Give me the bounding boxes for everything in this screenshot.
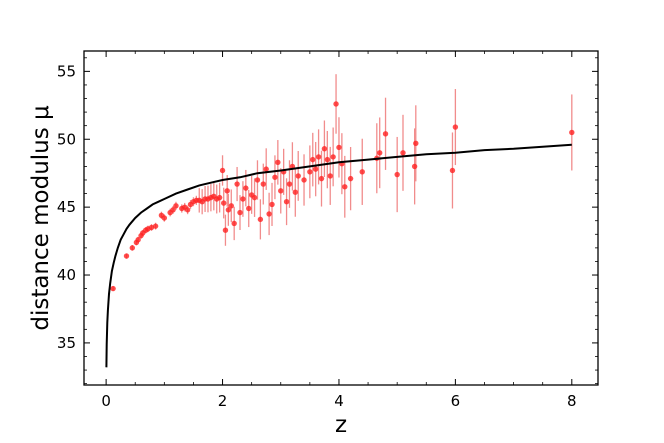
data-point [292, 189, 299, 195]
data-point [336, 144, 342, 151]
data-point [283, 199, 290, 205]
data-point [359, 169, 365, 175]
data-point [449, 167, 456, 174]
data-point [184, 207, 191, 213]
data-point [224, 188, 230, 194]
data-point [394, 171, 400, 178]
y-axis-label: distance modulus μ [28, 105, 54, 331]
data-point [152, 223, 159, 229]
x-tick-label: 8 [567, 392, 577, 410]
x-tick-label: 6 [451, 392, 461, 410]
data-point [413, 140, 419, 147]
data-point [246, 205, 252, 212]
data-point [266, 211, 272, 217]
data-point [260, 181, 266, 187]
model-curve [105, 143, 572, 368]
data-point [295, 173, 301, 179]
data-point [257, 216, 264, 223]
data-point [321, 146, 328, 152]
data-point [327, 173, 333, 179]
data-point [400, 150, 406, 156]
data-points [110, 101, 575, 292]
data-point [123, 253, 130, 259]
data-point [278, 188, 284, 194]
data-point [161, 215, 168, 221]
major-ticks [84, 51, 598, 385]
data-point [240, 196, 246, 202]
data-point [377, 150, 383, 156]
plot-area [83, 50, 599, 386]
y-tick-label: 35 [57, 334, 76, 352]
data-point [173, 203, 179, 209]
data-point [347, 175, 354, 182]
data-point [243, 185, 249, 191]
y-tick-label: 45 [57, 198, 76, 216]
data-point [148, 224, 155, 231]
data-point [129, 245, 136, 251]
data-point [221, 200, 227, 206]
data-point [216, 194, 223, 201]
minor-ticks [84, 51, 598, 385]
data-point [315, 154, 322, 160]
data-point [275, 159, 281, 166]
data-point [225, 207, 232, 213]
y-tick-labels: 35 40 45 50 55 [57, 62, 76, 352]
x-tick-label: 2 [218, 392, 228, 410]
data-point [307, 169, 313, 175]
x-tick-labels: 0 2 4 6 8 [101, 392, 576, 410]
data-point [411, 163, 418, 170]
y-tick-label: 50 [57, 130, 76, 148]
data-point [170, 207, 176, 213]
data-point [324, 156, 331, 163]
data-point [286, 181, 293, 187]
x-tick-label: 4 [334, 392, 344, 410]
data-point [234, 181, 240, 187]
data-point [312, 166, 319, 172]
data-point [231, 220, 237, 227]
data-point [254, 177, 261, 183]
data-point [228, 203, 234, 209]
data-point [135, 237, 141, 243]
data-point [569, 129, 575, 136]
x-axis-label: z [335, 412, 347, 438]
data-point [219, 167, 226, 174]
data-point [318, 175, 325, 182]
data-point [110, 285, 116, 292]
x-tick-label: 0 [101, 392, 111, 410]
data-point [301, 177, 307, 183]
data-point [452, 124, 459, 130]
data-point [382, 131, 389, 137]
data-point [272, 174, 278, 180]
y-tick-label: 40 [57, 266, 76, 284]
data-point [310, 156, 316, 163]
data-point [333, 101, 339, 107]
data-point [263, 166, 269, 172]
data-point [237, 209, 243, 216]
data-point [269, 201, 275, 208]
data-point [222, 227, 229, 233]
data-point [251, 194, 258, 201]
data-point [342, 184, 348, 190]
y-tick-label: 55 [57, 62, 76, 80]
data-point [330, 154, 336, 160]
